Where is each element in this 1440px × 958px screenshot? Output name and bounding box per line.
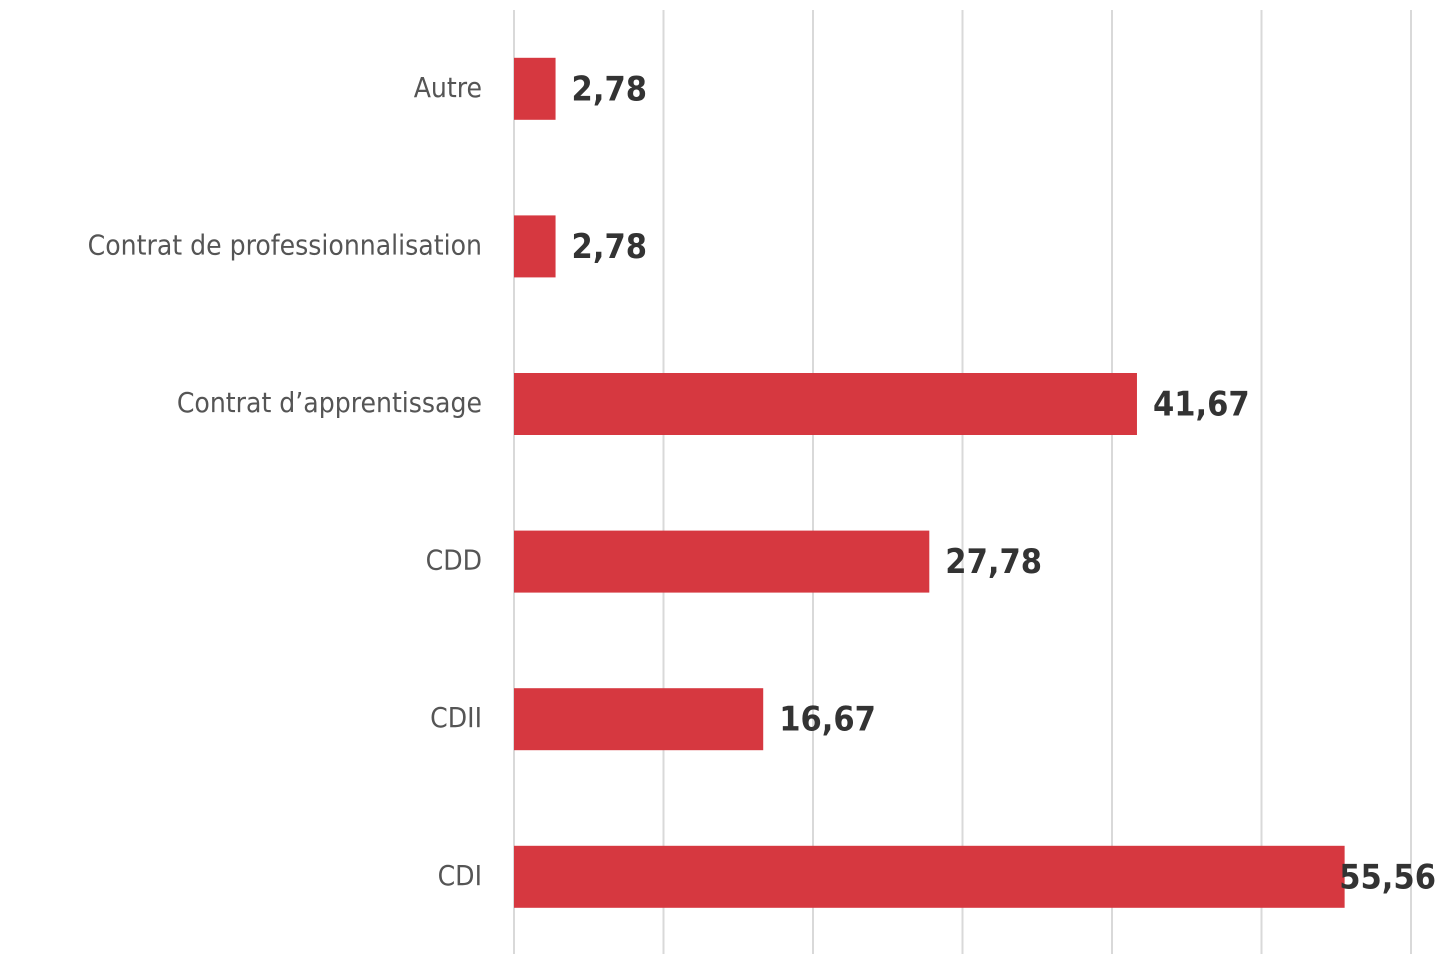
bar: [514, 845, 1345, 908]
y-tick-label: Contrat de professionnalisation: [88, 228, 482, 261]
y-tick-label: Autre: [414, 71, 482, 104]
y-tick-label: CDD: [426, 544, 482, 577]
value-label: 41,67: [1153, 385, 1250, 425]
bar: [514, 688, 764, 751]
value-label: 16,67: [779, 700, 876, 740]
y-tick-label: CDII: [430, 701, 482, 734]
y-tick-label: Contrat d’apprentissage: [177, 386, 482, 419]
bar: [514, 373, 1137, 435]
value-label: 2,78: [572, 69, 647, 109]
bar: [514, 57, 556, 120]
value-label: 2,78: [572, 227, 647, 267]
y-tick-label: CDI: [438, 859, 482, 892]
bar: [514, 215, 556, 278]
value-label: 27,78: [945, 542, 1042, 582]
bar: [514, 530, 930, 593]
value-label: 55,56: [1339, 857, 1436, 897]
